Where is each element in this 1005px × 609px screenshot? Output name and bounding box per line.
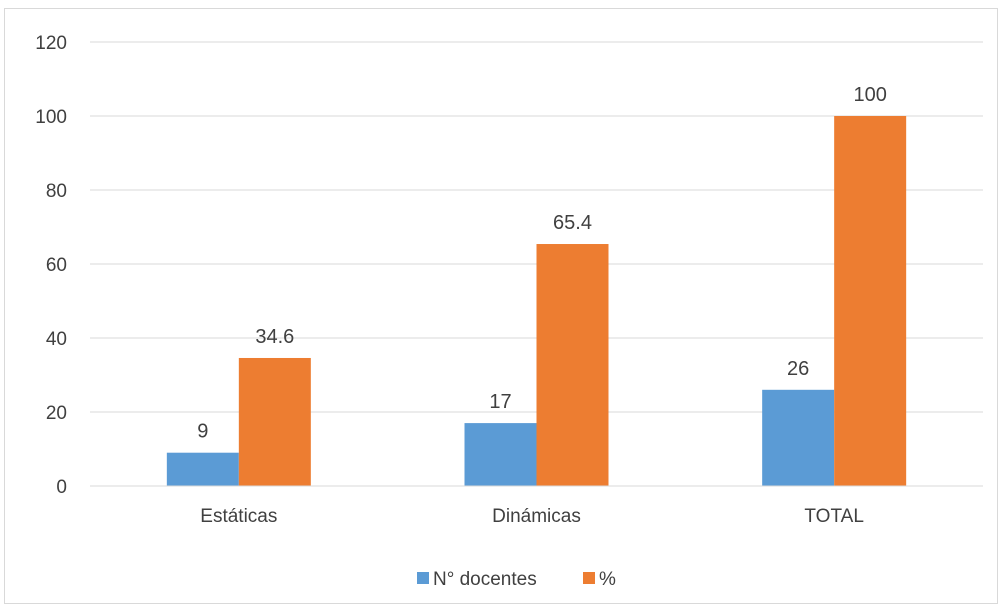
legend-label: % bbox=[599, 569, 616, 590]
category-label: TOTAL bbox=[804, 506, 863, 527]
category-label: Dinámicas bbox=[492, 506, 581, 527]
chart-frame: 0 20 40 60 80 100 120 9 34.6 17 65.4 26 100 Estátic… bbox=[4, 8, 998, 604]
bars bbox=[90, 116, 983, 487]
x-axis-categories: Estáticas Dinámicas TOTAL bbox=[200, 506, 864, 527]
y-tick-label: 80 bbox=[46, 181, 67, 202]
legend-swatch bbox=[583, 572, 595, 584]
data-labels: 9 34.6 17 65.4 26 100 bbox=[197, 84, 887, 443]
y-axis-ticks: 0 20 40 60 80 100 120 bbox=[35, 33, 67, 498]
category-label: Estáticas bbox=[200, 506, 277, 527]
y-tick-label: 40 bbox=[46, 329, 67, 350]
legend-label: N° docentes bbox=[433, 569, 537, 590]
data-label: 65.4 bbox=[553, 212, 592, 234]
bar-docentes bbox=[166, 452, 239, 486]
data-label: 100 bbox=[853, 84, 886, 106]
y-tick-label: 60 bbox=[46, 255, 67, 276]
y-tick-label: 20 bbox=[46, 403, 67, 424]
legend: N° docentes% bbox=[417, 569, 616, 590]
data-label: 34.6 bbox=[255, 326, 294, 348]
data-label: 9 bbox=[197, 421, 208, 443]
bar-docentes bbox=[762, 389, 835, 486]
y-tick-label: 0 bbox=[56, 477, 67, 498]
bar-percent bbox=[536, 244, 609, 486]
bar-percent bbox=[238, 357, 311, 486]
y-tick-label: 120 bbox=[35, 33, 67, 54]
bar-docentes bbox=[464, 423, 537, 486]
data-label: 17 bbox=[489, 391, 511, 413]
bar-percent bbox=[834, 116, 907, 486]
data-label: 26 bbox=[787, 358, 809, 380]
bar-chart: 0 20 40 60 80 100 120 9 34.6 17 65.4 26 100 Estátic… bbox=[35, 33, 983, 590]
legend-swatch bbox=[417, 572, 429, 584]
y-tick-label: 100 bbox=[35, 107, 67, 128]
